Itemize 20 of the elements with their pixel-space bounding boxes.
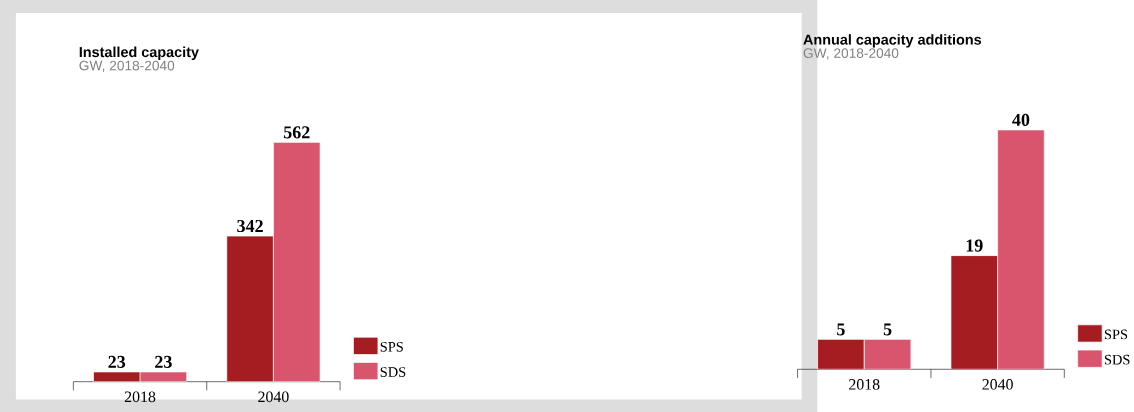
- x-tick-label: 2018: [849, 378, 880, 390]
- legend-label: SDS: [1104, 354, 1130, 365]
- data-label: 342: [237, 219, 263, 232]
- data-label: 23: [108, 355, 126, 368]
- data-label: 40: [1012, 113, 1030, 126]
- x-tick-label: 2018: [124, 391, 156, 402]
- data-label: 23: [155, 355, 172, 368]
- x-tick-label: 2040: [982, 378, 1013, 390]
- chart-subtitle: GW, 2018-2040: [803, 48, 899, 60]
- data-label: 5: [883, 323, 892, 336]
- chart-subtitle: GW, 2018-2040: [79, 60, 175, 72]
- x-tick-label: 2040: [258, 391, 289, 402]
- chart-title: Installed capacity: [79, 46, 199, 60]
- chart-title: Annual capacity additions: [803, 33, 982, 48]
- legend-label: SPS: [380, 341, 403, 352]
- data-label: 19: [966, 239, 983, 252]
- data-label: 5: [837, 323, 845, 336]
- legend-label: SPS: [1104, 329, 1128, 340]
- legend-label: SDS: [380, 367, 406, 377]
- data-label: 562: [283, 126, 310, 139]
